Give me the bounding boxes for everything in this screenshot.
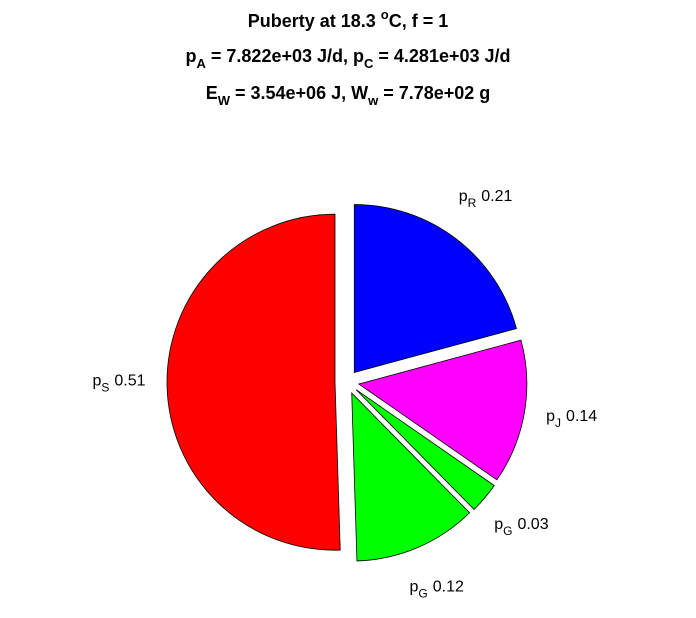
title-run: w [367,93,379,108]
label-value: 0.14 [566,408,597,425]
label-subscript: G [418,587,427,601]
title-run: p [186,46,197,66]
label-subscript: J [555,416,561,430]
label-subscript: R [468,196,477,210]
title-run: C [364,56,374,71]
slice-label: pR 0.21 [459,188,513,210]
label-value: 0.21 [481,188,512,205]
label-value: 0.51 [114,373,145,390]
title-run: E [206,83,218,103]
title-run: o [381,7,389,22]
title-run: = 7.822e+03 J/d, p [206,46,364,66]
title-run: = 3.54e+06 J, W [230,83,368,103]
pie-slice [355,389,495,511]
chart-title: Puberty at 18.3 oC, f = 1 [248,7,449,31]
pie-slice [166,213,341,551]
title-run: C, f = 1 [389,11,449,31]
label-symbol: p [546,408,555,425]
pie-slice [351,392,471,562]
title-run: W [218,93,231,108]
title-run: A [197,56,207,71]
label-subscript: G [503,524,512,538]
title-run: = 4.281e+03 J/d [373,46,510,66]
label-subscript: S [101,381,109,395]
chart-title: pA = 7.822e+03 J/d, pC = 4.281e+03 J/d [186,46,511,71]
label-symbol: p [459,188,468,205]
label-value: 0.12 [433,579,464,596]
slice-label: pS 0.51 [92,373,145,395]
label-symbol: p [92,373,101,390]
label-symbol: p [410,579,419,596]
label-value: 0.03 [517,516,548,533]
pie-slice [353,204,517,373]
slice-label: pG 0.12 [410,579,464,601]
label-symbol: p [494,516,503,533]
title-run: = 7.78e+02 g [378,83,490,103]
slice-label: pJ 0.14 [546,408,597,430]
slice-label: pG 0.03 [494,516,548,538]
pie-slice [357,339,528,481]
chart-title: EW = 3.54e+06 J, Ww = 7.78e+02 g [206,83,491,108]
title-run: Puberty at 18.3 [248,11,381,31]
